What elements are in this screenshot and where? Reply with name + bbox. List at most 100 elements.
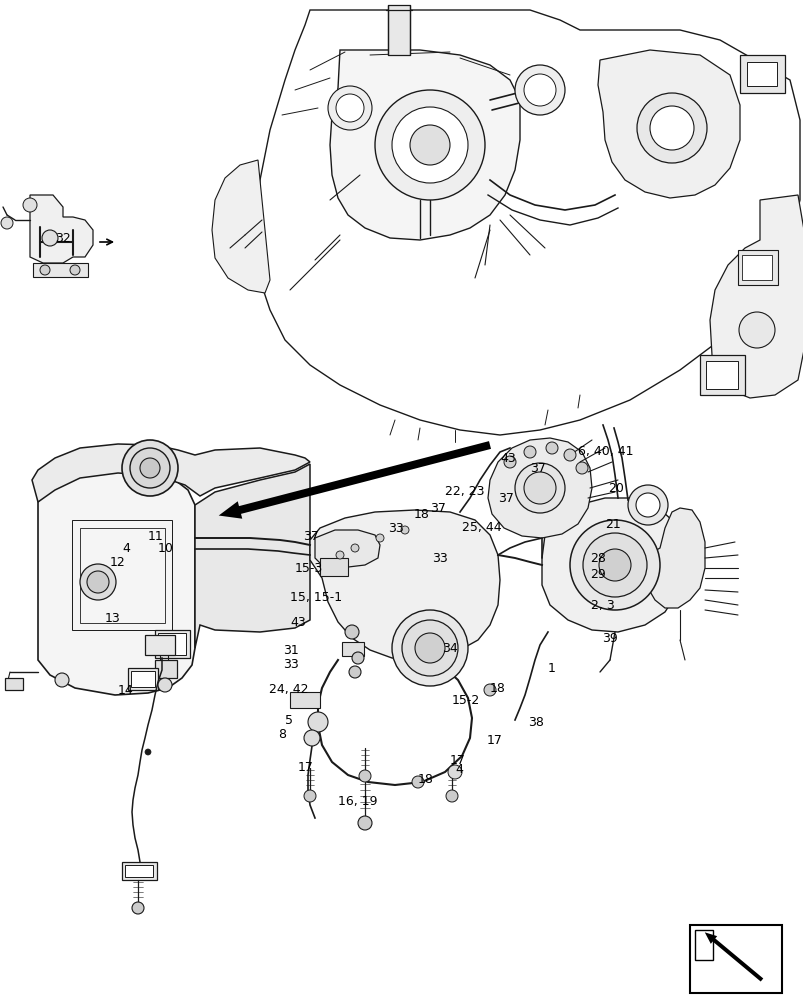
Text: 17: 17 xyxy=(487,734,502,746)
Text: 20: 20 xyxy=(607,482,623,494)
Circle shape xyxy=(336,551,344,559)
Text: 22, 23: 22, 23 xyxy=(444,486,484,498)
Circle shape xyxy=(446,790,458,802)
Circle shape xyxy=(357,816,372,830)
Text: 43: 43 xyxy=(290,615,305,629)
Text: 31: 31 xyxy=(283,644,299,656)
Circle shape xyxy=(649,106,693,150)
Circle shape xyxy=(401,526,409,534)
Bar xyxy=(124,865,153,877)
Text: 18: 18 xyxy=(489,682,505,694)
Text: 13: 13 xyxy=(105,611,120,624)
Polygon shape xyxy=(541,498,681,632)
Circle shape xyxy=(524,446,536,458)
Circle shape xyxy=(308,712,328,732)
Text: 21: 21 xyxy=(604,518,620,532)
Text: 14: 14 xyxy=(118,684,133,696)
Text: 15-2: 15-2 xyxy=(451,694,479,706)
Circle shape xyxy=(132,902,144,914)
Circle shape xyxy=(569,520,659,610)
Bar xyxy=(80,528,165,623)
Bar xyxy=(341,642,364,656)
Bar xyxy=(155,660,177,678)
Text: 8: 8 xyxy=(278,728,286,742)
Polygon shape xyxy=(709,195,803,398)
Circle shape xyxy=(414,633,444,663)
Circle shape xyxy=(376,534,384,542)
Bar xyxy=(699,355,744,395)
Text: 12: 12 xyxy=(110,556,125,568)
Circle shape xyxy=(336,94,364,122)
Text: 37: 37 xyxy=(529,462,545,475)
Bar xyxy=(158,633,185,655)
Text: 33: 33 xyxy=(283,658,299,672)
Text: 33: 33 xyxy=(388,522,403,534)
Circle shape xyxy=(582,533,646,597)
Polygon shape xyxy=(38,470,195,695)
Text: 16, 19: 16, 19 xyxy=(337,795,377,808)
Text: 17: 17 xyxy=(298,761,313,774)
Bar xyxy=(741,255,771,280)
Text: 38: 38 xyxy=(528,716,543,728)
Circle shape xyxy=(328,86,372,130)
Text: 28: 28 xyxy=(589,552,605,564)
Text: 39: 39 xyxy=(601,632,617,645)
Circle shape xyxy=(349,666,361,678)
Circle shape xyxy=(545,442,557,454)
Bar xyxy=(290,692,320,708)
Text: 32: 32 xyxy=(55,232,71,244)
Text: 18: 18 xyxy=(418,773,434,786)
Bar xyxy=(689,925,781,993)
Text: 10: 10 xyxy=(158,542,173,554)
Text: 33: 33 xyxy=(431,552,447,564)
Circle shape xyxy=(402,620,458,676)
Text: 37: 37 xyxy=(303,530,319,542)
Polygon shape xyxy=(30,195,93,263)
Text: 24, 42: 24, 42 xyxy=(269,684,308,696)
Text: 43: 43 xyxy=(499,452,515,464)
Circle shape xyxy=(524,74,556,106)
Text: 17: 17 xyxy=(450,754,465,766)
Text: 15, 15-1: 15, 15-1 xyxy=(290,590,342,603)
Bar xyxy=(131,671,155,687)
FancyArrow shape xyxy=(218,441,491,519)
Circle shape xyxy=(304,790,316,802)
Text: 5: 5 xyxy=(284,714,292,726)
Bar xyxy=(388,5,410,55)
FancyArrow shape xyxy=(704,932,762,982)
Text: 18: 18 xyxy=(414,508,430,522)
Circle shape xyxy=(55,673,69,687)
Polygon shape xyxy=(310,510,499,660)
Polygon shape xyxy=(258,10,799,435)
Text: 37: 37 xyxy=(497,491,513,504)
Circle shape xyxy=(411,776,423,788)
Circle shape xyxy=(23,198,37,212)
Polygon shape xyxy=(32,444,310,502)
Bar xyxy=(128,668,158,690)
Text: 15-3: 15-3 xyxy=(295,562,323,574)
Circle shape xyxy=(374,90,484,200)
Circle shape xyxy=(344,625,359,639)
Circle shape xyxy=(40,265,50,275)
Bar xyxy=(72,520,172,630)
Bar xyxy=(155,630,190,658)
Polygon shape xyxy=(597,50,739,198)
Circle shape xyxy=(70,265,80,275)
Circle shape xyxy=(392,610,467,686)
Text: 29: 29 xyxy=(589,568,605,582)
Bar xyxy=(320,558,348,576)
Circle shape xyxy=(352,652,364,664)
Text: 11: 11 xyxy=(148,530,164,542)
Bar xyxy=(739,55,784,93)
Text: 6, 40, 41: 6, 40, 41 xyxy=(577,446,633,458)
Text: 37: 37 xyxy=(430,502,446,514)
Text: 4: 4 xyxy=(454,763,463,776)
Polygon shape xyxy=(487,438,591,538)
Circle shape xyxy=(636,93,706,163)
Bar xyxy=(705,361,737,389)
Circle shape xyxy=(635,493,659,517)
Polygon shape xyxy=(195,464,310,648)
Text: 2, 3: 2, 3 xyxy=(590,598,614,611)
Circle shape xyxy=(524,472,556,504)
Text: 25, 44: 25, 44 xyxy=(462,522,501,534)
